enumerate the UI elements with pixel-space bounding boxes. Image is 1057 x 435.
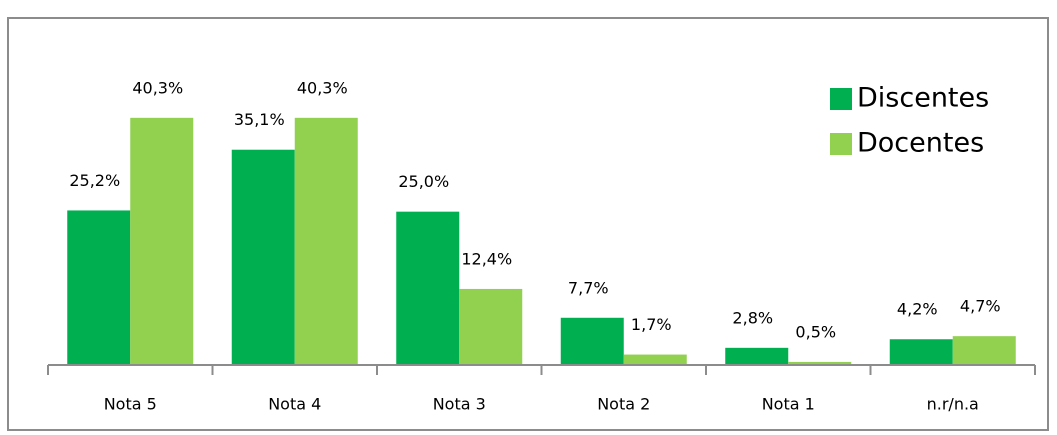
x-tick-label: n.r/n.a (927, 395, 979, 414)
bar (788, 361, 852, 365)
bar (396, 211, 460, 365)
value-label: 40,3% (132, 78, 183, 97)
value-label: 35,1% (234, 110, 285, 129)
value-label: 25,0% (398, 172, 449, 191)
value-label: 12,4% (461, 249, 512, 268)
legend-label: Docentes (857, 128, 984, 159)
value-label: 2,8% (732, 308, 773, 327)
value-label: 7,7% (568, 278, 609, 297)
legend-label: Discentes (857, 83, 989, 114)
bar (231, 149, 295, 365)
x-tick-label: Nota 1 (762, 395, 815, 414)
bar (725, 347, 789, 365)
value-label: 1,7% (631, 315, 672, 334)
bar (623, 354, 687, 365)
value-label: 25,2% (69, 171, 120, 190)
bar (459, 288, 523, 365)
x-tick-label: Nota 3 (433, 395, 486, 414)
bar (67, 210, 131, 365)
bar (560, 317, 624, 365)
x-tick-label: Nota 5 (104, 395, 157, 414)
legend-swatch (830, 88, 852, 110)
value-label: 4,2% (897, 300, 938, 319)
bar (952, 336, 1016, 365)
value-label: 0,5% (795, 322, 836, 341)
value-label: 4,7% (960, 297, 1001, 316)
bar (130, 117, 194, 366)
value-label: 40,3% (297, 78, 348, 97)
x-tick-label: Nota 4 (268, 395, 321, 414)
bar (889, 339, 953, 365)
bar (294, 117, 358, 366)
x-tick-label: Nota 2 (597, 395, 650, 414)
legend-swatch (830, 133, 852, 155)
